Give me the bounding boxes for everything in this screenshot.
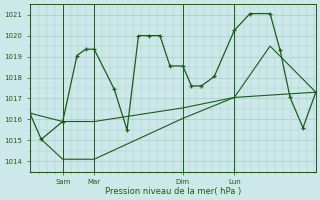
X-axis label: Pression niveau de la mer( hPa ): Pression niveau de la mer( hPa ) xyxy=(105,187,241,196)
